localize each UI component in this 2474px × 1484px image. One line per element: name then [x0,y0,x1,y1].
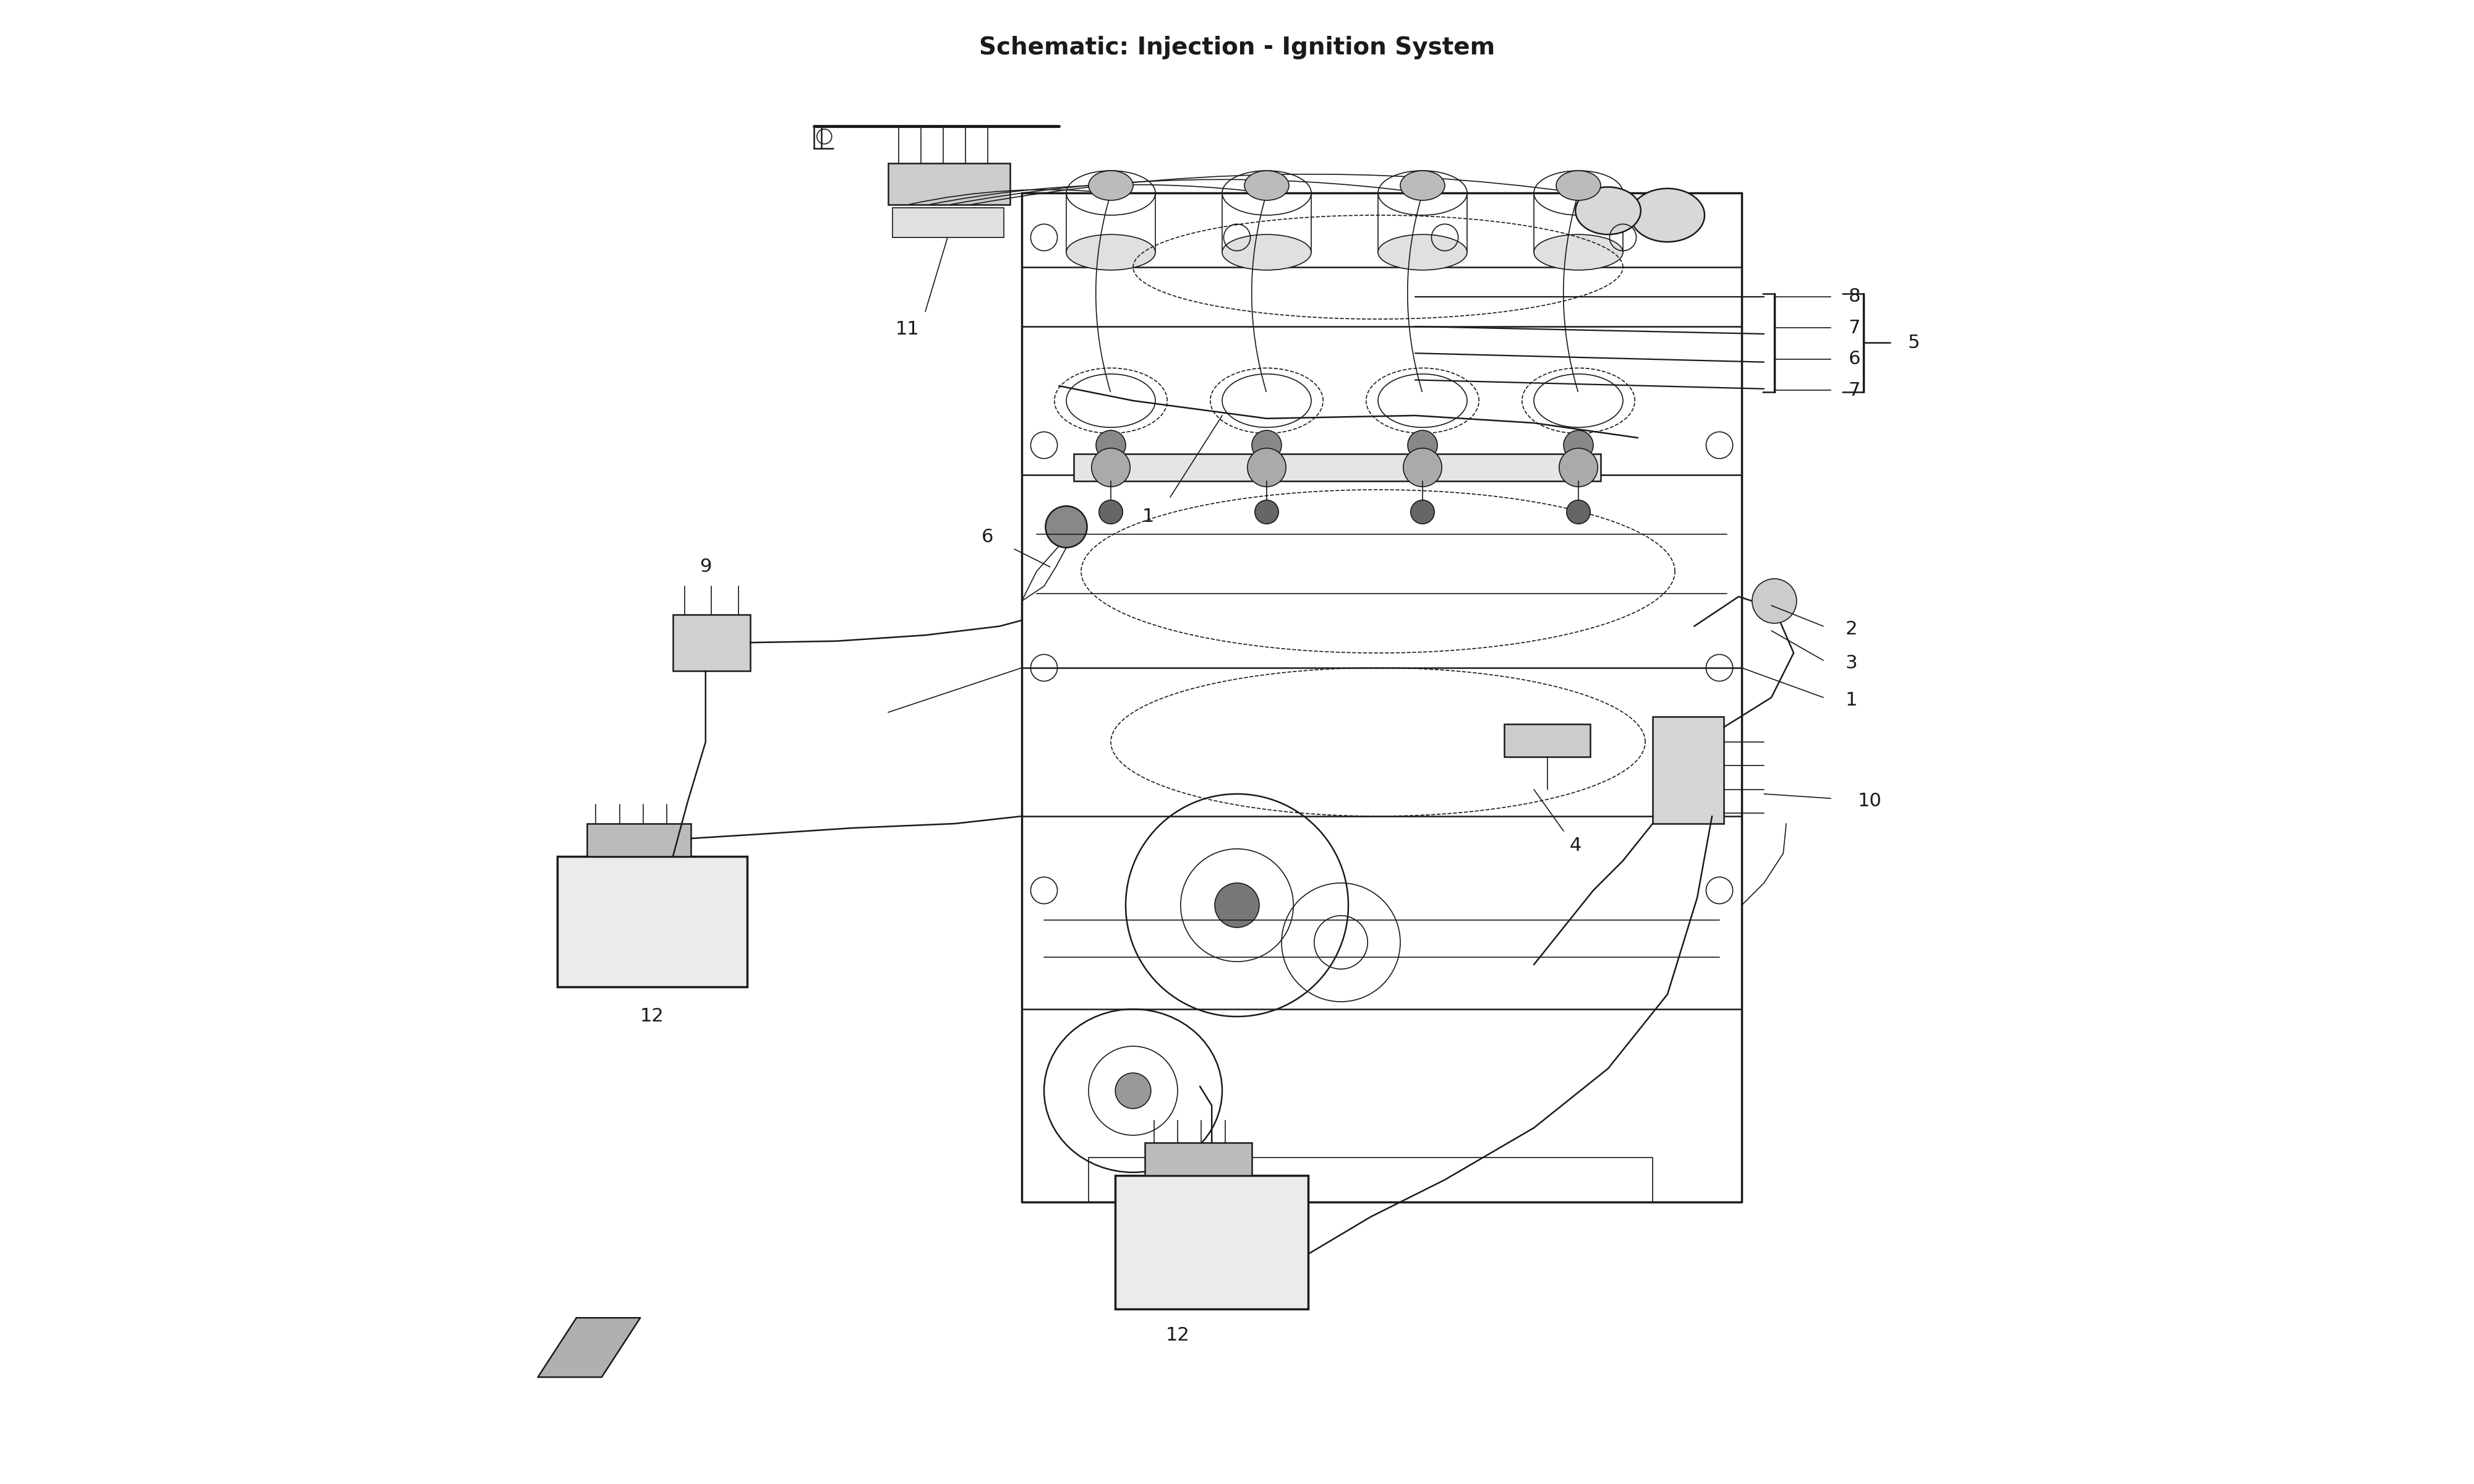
Ellipse shape [1252,430,1282,460]
Ellipse shape [1752,579,1796,623]
Text: 10: 10 [1858,792,1880,810]
Text: Schematic: Injection - Ignition System: Schematic: Injection - Ignition System [980,36,1494,59]
Text: 9: 9 [700,558,713,576]
Bar [1653,717,1724,824]
Ellipse shape [1096,430,1126,460]
Ellipse shape [1408,430,1437,460]
Text: 1: 1 [1846,692,1858,709]
Bar [888,163,1009,205]
Text: 2: 2 [1846,620,1858,638]
Ellipse shape [1066,234,1155,270]
Text: 7: 7 [1848,381,1860,399]
Ellipse shape [1047,506,1086,548]
Ellipse shape [1089,171,1133,200]
Ellipse shape [1222,234,1311,270]
Ellipse shape [1254,500,1279,524]
Polygon shape [537,1318,641,1377]
Bar [1145,1143,1252,1175]
Bar [673,614,750,671]
Ellipse shape [1378,234,1467,270]
Ellipse shape [1410,500,1435,524]
Text: 6: 6 [1848,350,1860,368]
Text: 1: 1 [1143,508,1153,525]
Ellipse shape [1564,430,1593,460]
Ellipse shape [1091,448,1131,487]
Ellipse shape [1098,500,1123,524]
Ellipse shape [1400,171,1445,200]
Text: 12: 12 [1165,1327,1190,1345]
Text: 6: 6 [982,528,995,546]
Text: 5: 5 [1907,334,1920,352]
Bar [1074,454,1601,481]
Text: 7: 7 [1848,319,1860,337]
Ellipse shape [1403,448,1442,487]
Text: 12: 12 [641,1008,663,1025]
Ellipse shape [1534,234,1623,270]
Ellipse shape [1244,171,1289,200]
Ellipse shape [1576,187,1640,234]
Bar [557,856,747,987]
Bar [1116,1175,1309,1309]
Text: 11: 11 [896,321,920,338]
Ellipse shape [1559,448,1598,487]
Text: 8: 8 [1848,288,1860,306]
Bar [586,824,690,856]
Ellipse shape [1215,883,1259,927]
Text: 4: 4 [1569,837,1581,855]
Bar [1504,724,1591,757]
Text: 3: 3 [1846,654,1858,672]
Ellipse shape [1116,1073,1150,1109]
Ellipse shape [1630,188,1705,242]
Ellipse shape [1247,448,1286,487]
Ellipse shape [1556,171,1601,200]
Bar [893,208,1004,237]
Ellipse shape [1566,500,1591,524]
